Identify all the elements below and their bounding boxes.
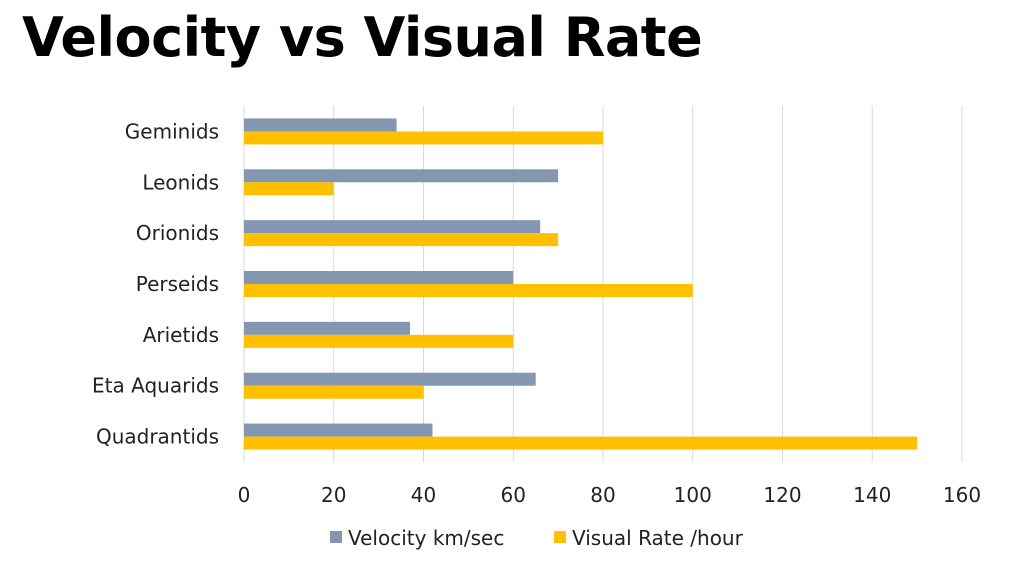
- bar-visual-rate: [244, 182, 334, 196]
- bars-group: [244, 118, 918, 450]
- legend-label: Visual Rate /hour: [572, 526, 744, 550]
- x-tick-label: 40: [411, 483, 436, 507]
- bar-velocity: [244, 321, 411, 335]
- legend-swatch: [330, 531, 342, 543]
- category-label: Geminids: [125, 119, 219, 143]
- bar-visual-rate: [244, 131, 603, 145]
- bar-visual-rate: [244, 284, 693, 297]
- x-axis-ticks: 0 20 40 60 80 100 120 140 160: [238, 483, 981, 507]
- x-tick-label: 20: [321, 483, 346, 507]
- bar-visual-rate: [244, 436, 918, 450]
- category-labels: Geminids Leonids Orionids Perseids Arietids E…: [92, 119, 219, 448]
- category-label: Arietids: [143, 323, 219, 347]
- category-label: Eta Aquarids: [92, 374, 219, 398]
- bar-velocity: [244, 372, 536, 386]
- category-label: Perseids: [136, 272, 219, 296]
- x-tick-label: 120: [763, 483, 801, 507]
- legend-swatch: [554, 531, 566, 543]
- bar-visual-rate: [244, 385, 424, 399]
- x-tick-label: 160: [943, 483, 981, 507]
- bar-visual-rate: [244, 334, 514, 348]
- legend-label: Velocity km/sec: [348, 526, 504, 550]
- x-tick-label: 0: [238, 483, 251, 507]
- bar-velocity: [244, 271, 514, 284]
- bar-visual-rate: [244, 233, 559, 247]
- category-label: Orionids: [136, 221, 219, 245]
- x-tick-label: 60: [501, 483, 526, 507]
- x-tick-label: 140: [853, 483, 891, 507]
- legend: Velocity km/sec Visual Rate /hour: [330, 526, 744, 550]
- bar-velocity: [244, 220, 541, 234]
- bar-velocity: [244, 169, 559, 183]
- chart-title: Velocity vs Visual Rate: [22, 6, 703, 69]
- category-label: Leonids: [142, 170, 219, 194]
- category-label: Quadrantids: [96, 425, 219, 449]
- x-tick-label: 100: [674, 483, 712, 507]
- x-tick-label: 80: [590, 483, 615, 507]
- bar-velocity: [244, 423, 433, 437]
- bar-velocity: [244, 118, 397, 132]
